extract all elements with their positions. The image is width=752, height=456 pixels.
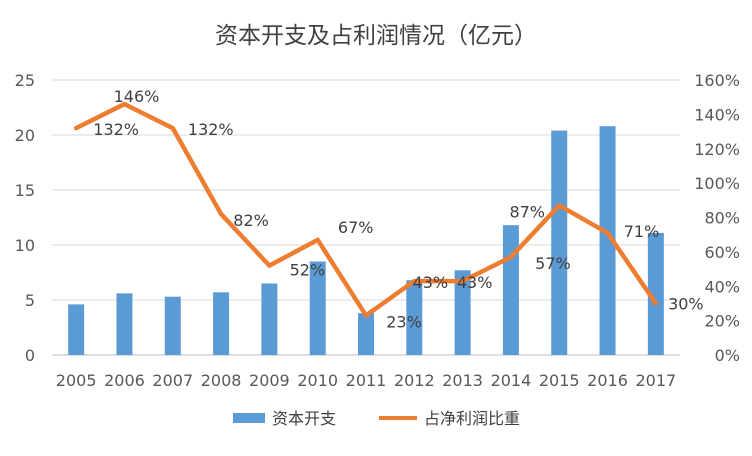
- right-axis-tick-label: 40%: [704, 277, 740, 296]
- data-label: 30%: [668, 294, 704, 313]
- line-point: [219, 212, 224, 217]
- line-point: [653, 301, 658, 306]
- line-point: [170, 126, 175, 131]
- bar: [502, 225, 519, 355]
- right-axis-tick-label: 0%: [715, 346, 740, 365]
- line-point: [412, 279, 417, 284]
- right-axis-tick-label: 160%: [694, 71, 740, 90]
- bar: [454, 270, 471, 355]
- right-axis-tick-label: 120%: [694, 140, 740, 159]
- line-point: [364, 313, 368, 318]
- data-label: 82%: [233, 211, 269, 230]
- line-point: [460, 279, 465, 284]
- legend-bar-label: 资本开支: [272, 409, 336, 428]
- bar: [116, 293, 133, 355]
- line-point: [605, 230, 610, 235]
- right-axis-tick-label: 60%: [704, 243, 740, 262]
- right-axis-tick-label: 100%: [694, 174, 740, 193]
- left-axis: 0 5 10 15 20 25: [15, 71, 35, 365]
- right-axis-tick-label: 20%: [704, 312, 740, 331]
- line-point: [508, 255, 513, 260]
- x-axis: 2005 2006 2007 2008 2009 2010 2011 2012 2013 2014…: [56, 371, 676, 390]
- legend-line-label: 占净利润比重: [424, 409, 520, 428]
- line-point: [122, 102, 127, 107]
- bar: [647, 232, 664, 355]
- data-label: 67%: [338, 218, 374, 237]
- x-axis-tick-label: 2005: [56, 371, 97, 390]
- right-axis-tick-label: 140%: [694, 105, 740, 124]
- x-axis-tick-label: 2015: [539, 371, 580, 390]
- bar: [261, 283, 278, 355]
- data-labels: 132% 146% 132% 82% 52% 67% 23% 43% 43% 57% 87% 71% 3…: [93, 87, 703, 331]
- legend-bar-swatch: [233, 413, 265, 423]
- x-axis-tick-label: 2014: [491, 371, 532, 390]
- bar: [358, 313, 374, 355]
- bar: [68, 304, 85, 355]
- right-axis: 0% 20% 40% 60% 80% 100% 120% 140% 160%: [694, 71, 740, 365]
- x-axis-tick-label: 2007: [152, 371, 193, 390]
- data-label: 43%: [457, 273, 493, 292]
- legend: 资本开支 占净利润比重: [233, 409, 520, 428]
- left-axis-tick-label: 10: [15, 236, 35, 255]
- bar: [164, 296, 181, 355]
- chart-title: 资本开支及占利润情况（亿元）: [215, 23, 537, 49]
- x-axis-tick-label: 2011: [346, 371, 387, 390]
- data-label: 52%: [290, 261, 326, 280]
- x-axis-tick-label: 2006: [104, 371, 145, 390]
- line-point: [267, 263, 272, 268]
- line-point: [74, 126, 79, 131]
- data-label: 71%: [624, 222, 660, 241]
- x-axis-tick-label: 2013: [442, 371, 483, 390]
- left-axis-tick-label: 25: [15, 71, 35, 90]
- left-axis-tick-label: 20: [15, 126, 35, 145]
- data-label: 146%: [114, 87, 160, 106]
- right-axis-tick-label: 80%: [704, 209, 740, 228]
- left-axis-tick-label: 5: [25, 291, 35, 310]
- x-axis-tick-label: 2009: [249, 371, 290, 390]
- data-label: 57%: [535, 254, 571, 273]
- line-point: [315, 237, 320, 242]
- data-label: 23%: [386, 312, 422, 331]
- data-label: 132%: [188, 120, 234, 139]
- bar: [309, 261, 326, 355]
- x-axis-tick-label: 2012: [394, 371, 435, 390]
- x-axis-tick-label: 2017: [635, 371, 676, 390]
- line-point: [557, 203, 562, 208]
- x-axis-tick-label: 2008: [201, 371, 242, 390]
- data-label: 132%: [93, 120, 139, 139]
- data-label: 87%: [509, 202, 545, 221]
- left-axis-tick-label: 0: [25, 346, 35, 365]
- grid-lines: [52, 79, 680, 356]
- line-series: [73, 101, 659, 318]
- left-axis-tick-label: 15: [15, 181, 35, 200]
- x-axis-tick-label: 2010: [297, 371, 338, 390]
- bar: [551, 130, 568, 355]
- bar: [599, 126, 616, 355]
- bar: [406, 280, 423, 355]
- data-label: 43%: [413, 273, 449, 292]
- bar: [213, 292, 230, 355]
- x-axis-tick-label: 2016: [587, 371, 628, 390]
